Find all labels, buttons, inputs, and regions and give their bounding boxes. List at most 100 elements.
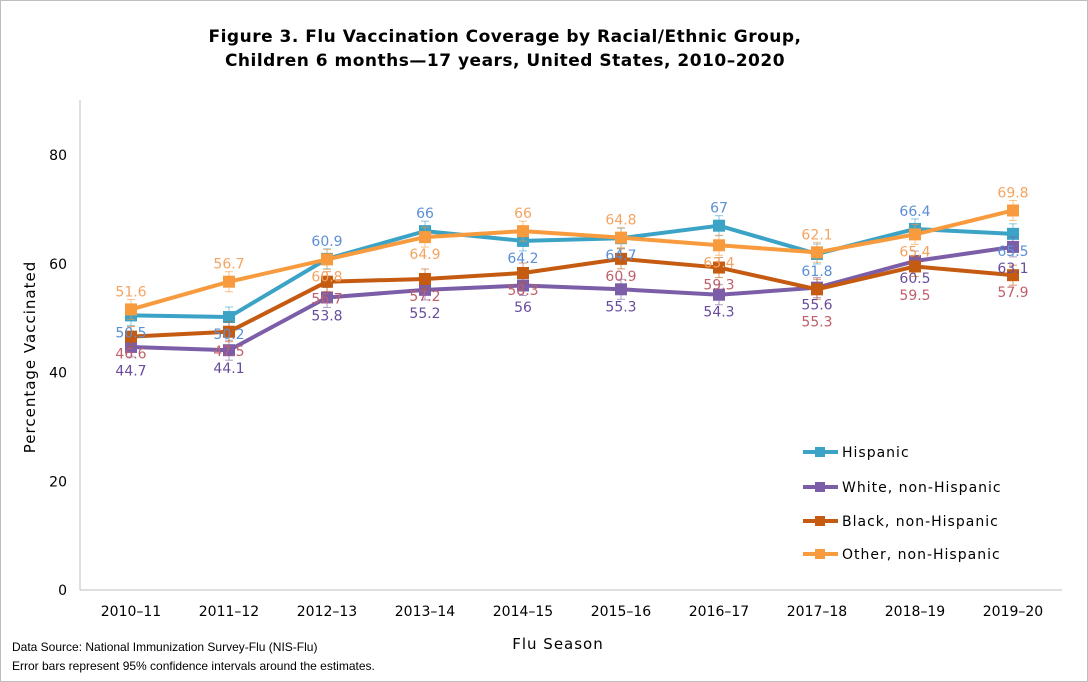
x-tick-label: 2015–16 — [591, 604, 652, 620]
legend-marker — [815, 549, 825, 559]
data-label: 64.7 — [605, 248, 636, 264]
data-point — [615, 283, 627, 296]
legend-item: Black, non-Hispanic — [803, 514, 998, 530]
chart-title: Figure 3. Flu Vaccination Coverage by Ra… — [208, 27, 802, 47]
legend-marker — [815, 516, 825, 526]
data-label: 54.3 — [703, 305, 734, 321]
data-point — [419, 283, 431, 296]
data-point — [713, 239, 725, 252]
data-label: 46.6 — [115, 347, 146, 363]
x-tick-label: 2017–18 — [787, 604, 847, 620]
x-tick-label: 2014–15 — [493, 604, 553, 620]
data-point — [419, 272, 431, 285]
data-point — [909, 260, 921, 273]
data-point — [909, 228, 921, 241]
data-point — [713, 219, 725, 232]
x-tick-label: 2010–11 — [101, 604, 161, 620]
data-point — [811, 283, 823, 296]
data-label: 53.8 — [311, 309, 342, 325]
series-line — [130, 244, 1014, 353]
y-tick-label: 0 — [58, 583, 67, 599]
data-label: 66 — [416, 206, 434, 222]
data-label: 57.9 — [997, 285, 1028, 301]
chart-subtitle: Children 6 months—17 years, United State… — [224, 51, 786, 71]
series-line — [130, 256, 1014, 339]
data-label: 66 — [514, 206, 532, 222]
data-point — [1007, 204, 1019, 217]
data-label: 64.9 — [409, 247, 440, 263]
legend-label: Other, non-Hispanic — [842, 547, 1001, 563]
data-label: 64.2 — [507, 251, 538, 267]
x-tick-label: 2018–19 — [885, 604, 945, 620]
x-tick-label: 2019–20 — [983, 604, 1043, 620]
data-label: 57.2 — [409, 289, 440, 305]
x-tick-label: 2016–17 — [689, 604, 749, 620]
data-point — [419, 231, 431, 244]
data-label: 60.9 — [311, 234, 342, 250]
data-label: 63.4 — [703, 255, 734, 271]
legend-label: Hispanic — [842, 445, 910, 461]
data-label: 59.5 — [899, 288, 930, 304]
x-tick-label: 2011–12 — [199, 604, 259, 620]
data-label: 55.6 — [801, 298, 832, 314]
data-label: 55.2 — [409, 306, 440, 322]
data-label: 60.5 — [899, 271, 930, 287]
data-label: 69.8 — [997, 185, 1028, 201]
data-point — [125, 330, 137, 343]
data-point — [223, 275, 235, 288]
data-point — [321, 275, 333, 288]
data-label: 44.1 — [213, 361, 244, 377]
series-black-non-hispanic — [125, 248, 1019, 348]
data-point — [1007, 240, 1019, 253]
legend-marker — [815, 482, 825, 492]
data-source-note: Data Source: National Immunization Surve… — [12, 640, 318, 654]
y-tick-label: 40 — [49, 366, 67, 382]
data-label: 56.7 — [213, 257, 244, 273]
data-label: 65.5 — [997, 244, 1028, 260]
y-tick-label: 80 — [49, 148, 67, 164]
error-bar-note: Error bars represent 95% confidence inte… — [12, 659, 375, 673]
data-label: 64.8 — [605, 213, 636, 229]
y-tick-label: 20 — [49, 474, 67, 490]
y-tick-label: 60 — [49, 257, 67, 273]
y-axis-label: Percentage Vaccinated — [21, 261, 39, 453]
data-label: 55.3 — [605, 299, 636, 315]
data-label: 65.4 — [899, 244, 930, 260]
data-label: 59.3 — [703, 278, 734, 294]
data-point — [517, 266, 529, 279]
data-label: 50.5 — [115, 325, 146, 341]
data-label: 55.3 — [801, 315, 832, 331]
data-point — [223, 325, 235, 338]
data-label: 56.7 — [311, 292, 342, 308]
series-line — [130, 208, 1014, 312]
data-point — [125, 303, 137, 316]
data-point — [615, 252, 627, 265]
data-label: 66.4 — [899, 204, 930, 220]
data-label: 44.7 — [115, 364, 146, 380]
legend-label: White, non-Hispanic — [842, 480, 1002, 496]
data-label: 56 — [514, 300, 532, 316]
data-label: 63.1 — [997, 261, 1028, 277]
data-point — [321, 291, 333, 304]
x-tick-label: 2013–14 — [395, 604, 456, 620]
data-label: 51.6 — [115, 284, 146, 300]
data-point — [517, 225, 529, 238]
data-point — [615, 231, 627, 244]
data-point — [713, 261, 725, 274]
data-point — [223, 311, 235, 324]
data-label: 62.1 — [801, 227, 832, 243]
data-label: 58.3 — [507, 283, 538, 299]
data-label: 67 — [710, 201, 728, 217]
legend-item: Hispanic — [803, 445, 910, 461]
series-other-non-hispanic — [125, 199, 1019, 320]
x-axis-label: Flu Season — [512, 635, 604, 653]
data-point — [321, 253, 333, 266]
data-point — [713, 288, 725, 301]
data-point — [1007, 269, 1019, 282]
legend-item: Other, non-Hispanic — [803, 547, 1001, 563]
data-label: 50.2 — [213, 327, 244, 343]
x-tick-label: 2012–13 — [297, 604, 357, 620]
data-point — [811, 246, 823, 259]
legend-marker — [815, 447, 825, 457]
